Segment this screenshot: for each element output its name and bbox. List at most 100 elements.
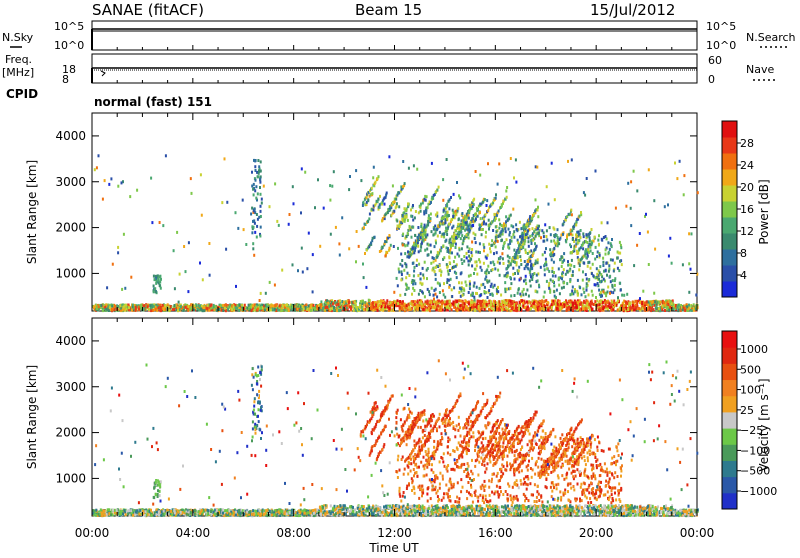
echo-cell: [464, 216, 466, 219]
echo-cell: [471, 254, 473, 257]
echo-cell: [147, 305, 149, 308]
echo-cell: [368, 217, 370, 220]
echo-cell: [487, 209, 489, 212]
echo-cell: [461, 227, 463, 230]
echo-cell: [610, 280, 612, 283]
echo-cell: [578, 239, 580, 242]
echo-cell: [117, 185, 119, 188]
echo-cell: [553, 261, 555, 264]
echo-cell: [355, 169, 357, 172]
echo-cell: [260, 307, 262, 310]
echo-cell: [600, 295, 602, 298]
echo-cell: [671, 262, 673, 265]
echo-cell: [504, 301, 506, 304]
echo-cell: [96, 166, 98, 169]
echo-cell: [259, 186, 261, 189]
echo-cell: [563, 268, 565, 271]
echo-cell: [531, 242, 533, 245]
echo-cell: [561, 273, 563, 276]
echo-cell: [485, 223, 487, 226]
echo-cell: [366, 308, 368, 311]
echo-cell: [450, 278, 452, 281]
echo-cell: [414, 309, 416, 312]
echo-cell: [552, 267, 554, 270]
echo-cell: [557, 228, 559, 231]
velocity-scatter: [92, 359, 699, 517]
echo-cell: [416, 264, 418, 267]
echo-cell: [553, 247, 555, 250]
echo-cell: [501, 239, 503, 242]
echo-cell: [402, 233, 404, 236]
echo-cell: [615, 207, 617, 210]
echo-cell: [314, 206, 316, 209]
echo-cell: [445, 227, 447, 230]
echo-cell: [253, 193, 255, 196]
echo-cell: [281, 269, 283, 272]
echo-cell: [458, 194, 460, 197]
echo-cell: [683, 193, 685, 196]
echo-cell: [476, 292, 478, 295]
echo-cell: [442, 178, 444, 181]
echo-cell: [575, 302, 577, 305]
echo-cell: [355, 306, 357, 309]
echo-cell: [544, 251, 546, 254]
echo-cell: [436, 256, 438, 259]
echo-cell: [491, 307, 493, 310]
echo-cell: [579, 286, 581, 289]
echo-cell: [472, 292, 474, 295]
echo-cell: [368, 299, 370, 302]
echo-cell: [480, 266, 482, 269]
echo-cell: [677, 309, 679, 312]
echo-cell: [619, 241, 621, 244]
echo-cell: [488, 219, 490, 222]
echo-cell: [503, 242, 505, 245]
echo-cell: [551, 258, 553, 261]
echo-cell: [446, 263, 448, 266]
echo-cell: [402, 160, 404, 163]
echo-cell: [430, 244, 432, 247]
echo-cell: [537, 261, 539, 264]
echo-cell: [562, 305, 564, 308]
echo-cell: [484, 278, 486, 281]
echo-cell: [435, 266, 437, 269]
echo-cell: [153, 305, 155, 308]
echo-cell: [449, 256, 451, 259]
echo-cell: [348, 301, 350, 304]
echo-cell: [446, 158, 448, 161]
echo-cell: [563, 281, 565, 284]
echo-cell: [191, 192, 193, 195]
echo-cell: [448, 273, 450, 276]
echo-cell: [552, 300, 554, 303]
echo-cell: [599, 254, 601, 257]
echo-cell: [443, 209, 445, 212]
echo-cell: [557, 240, 559, 243]
cpid-label: CPID: [6, 87, 38, 101]
echo-cell: [448, 223, 450, 226]
echo-cell: [606, 274, 608, 277]
echo-cell: [299, 309, 301, 312]
echo-cell: [448, 307, 450, 310]
echo-cell: [583, 235, 585, 238]
echo-cell: [316, 305, 318, 308]
echo-cell: [536, 290, 538, 293]
echo-cell: [214, 308, 216, 311]
echo-cell: [467, 214, 469, 217]
echo-cell: [432, 197, 434, 200]
echo-cell: [511, 236, 513, 239]
echo-cell: [187, 309, 189, 312]
echo-cell: [525, 275, 527, 278]
echo-cell: [511, 224, 513, 227]
echo-cell: [503, 262, 505, 265]
echo-cell: [621, 263, 623, 266]
echo-cell: [509, 276, 511, 279]
echo-cell: [688, 262, 690, 265]
echo-cell: [424, 261, 426, 264]
echo-cell: [433, 298, 435, 301]
echo-cell: [305, 306, 307, 309]
echo-cell: [408, 256, 410, 259]
echo-cell: [531, 267, 533, 270]
echo-cell: [420, 278, 422, 281]
echo-cell: [413, 243, 415, 246]
echo-cell: [482, 283, 484, 286]
echo-cell: [245, 243, 247, 246]
